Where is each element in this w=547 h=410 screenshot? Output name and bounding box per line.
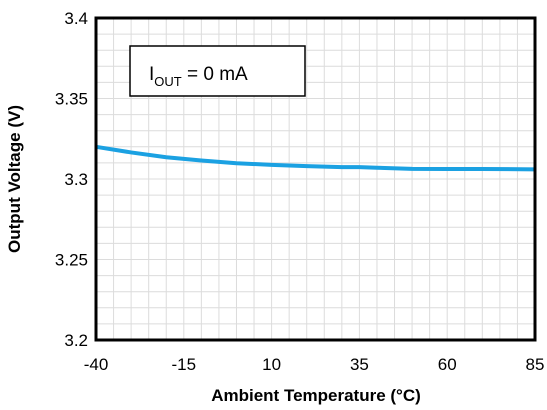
annotation-main: I xyxy=(149,64,154,85)
y-tick-label: 3.4 xyxy=(64,9,88,28)
x-axis-title: Ambient Temperature (°C) xyxy=(211,386,421,405)
series-layer xyxy=(95,144,536,172)
plot-frame xyxy=(94,16,537,342)
y-tick-label: 3.2 xyxy=(64,331,88,350)
x-tick-label: 60 xyxy=(438,355,457,374)
x-tick-labels: -40 -15 10 35 60 85 xyxy=(84,355,545,374)
y-tick-label: 3.3 xyxy=(64,170,88,189)
y-tick-label: 3.35 xyxy=(55,90,88,109)
x-tick-label: -40 xyxy=(84,355,109,374)
series-line xyxy=(95,144,536,172)
annotation-text: IOUT = 0 mA xyxy=(149,64,248,89)
x-tick-label: 35 xyxy=(350,355,369,374)
x-tick-label: 10 xyxy=(262,355,281,374)
y-tick-labels: 3.2 3.25 3.3 3.35 3.4 xyxy=(55,9,88,350)
annotation-box: IOUT = 0 mA xyxy=(129,45,306,97)
annotation-subscript: OUT xyxy=(154,74,182,89)
x-tick-label: -15 xyxy=(172,355,197,374)
y-tick-label: 3.25 xyxy=(55,251,88,270)
y-axis-title: Output Voltage (V) xyxy=(5,105,24,253)
x-tick-label: 85 xyxy=(526,355,545,374)
annotation-rest: = 0 mA xyxy=(182,64,248,85)
